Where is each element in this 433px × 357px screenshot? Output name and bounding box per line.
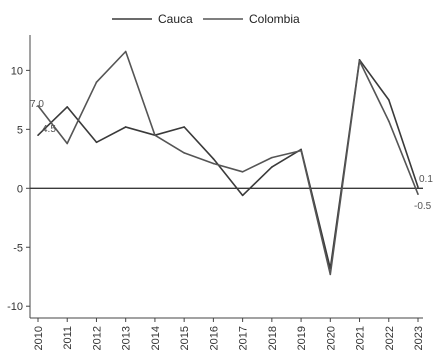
legend-label-cauca: Cauca	[158, 12, 193, 26]
x-tick-label: 2021	[355, 326, 367, 350]
data-point-cauca	[358, 58, 361, 61]
x-tick-label: 2022	[384, 326, 396, 350]
x-tick-label: 2013	[121, 326, 133, 350]
data-point-cauca	[417, 186, 419, 188]
x-tick-label: 2011	[62, 326, 74, 350]
y-tick-label: -5	[13, 242, 23, 254]
data-point-colombia	[300, 149, 302, 152]
x-tick-label: 2012	[91, 326, 103, 350]
x-axis: 2010 2011 2012 2013 2014 2015 2016 2017 2018 2019…	[33, 318, 425, 350]
data-point-colombia	[417, 193, 419, 195]
data-point-colombia	[95, 81, 98, 83]
data-point-colombia	[124, 50, 127, 53]
x-tick-label: 2015	[179, 326, 191, 350]
legend-label-colombia: Colombia	[249, 12, 300, 26]
y-axis: 10 5 0 -5 -10	[7, 65, 30, 313]
data-point-colombia	[37, 104, 39, 107]
data-point-cauca	[300, 148, 302, 151]
data-point-cauca	[95, 141, 98, 144]
y-tick-label: 10	[11, 65, 23, 77]
data-point-cauca	[241, 194, 244, 197]
data-point-cauca	[271, 166, 273, 168]
data-point-cauca	[212, 158, 215, 160]
data-point-cauca	[183, 126, 185, 128]
y-tick-label: -10	[7, 301, 23, 313]
data-point-cauca	[387, 99, 390, 101]
data-point-colombia	[154, 134, 156, 137]
x-tick-label: 2023	[413, 326, 425, 350]
x-tick-label: 2016	[208, 326, 220, 350]
y-tick-label: 5	[17, 124, 23, 136]
series-group	[37, 50, 419, 276]
x-tick-label: 2010	[33, 326, 45, 350]
data-label: 7.0	[30, 99, 44, 110]
data-point-colombia	[387, 120, 390, 122]
series-line-colombia	[37, 50, 419, 276]
x-tick-label: 2014	[150, 326, 162, 350]
annotations: 7.0 4.5 0.1 -0.5	[30, 99, 433, 212]
x-tick-label: 2019	[296, 326, 308, 350]
x-tick-label: 2017	[238, 326, 250, 350]
data-point-colombia	[183, 152, 185, 154]
data-point-colombia	[212, 162, 215, 165]
legend: Cauca Colombia	[112, 12, 300, 26]
data-point-cauca	[66, 106, 69, 108]
series-line-cauca	[37, 58, 419, 270]
data-point-colombia	[241, 170, 244, 173]
x-tick-label: 2020	[325, 326, 337, 350]
data-label: -0.5	[414, 201, 432, 212]
y-tick-label: 0	[17, 183, 23, 195]
data-label: 4.5	[42, 124, 56, 135]
data-point-colombia	[271, 156, 273, 159]
data-point-cauca	[124, 126, 127, 128]
data-label: 0.1	[419, 174, 433, 185]
data-point-cauca	[37, 134, 39, 137]
x-tick-label: 2018	[267, 326, 279, 350]
data-point-colombia	[329, 273, 332, 276]
data-point-colombia	[358, 60, 361, 62]
data-point-colombia	[66, 142, 69, 145]
